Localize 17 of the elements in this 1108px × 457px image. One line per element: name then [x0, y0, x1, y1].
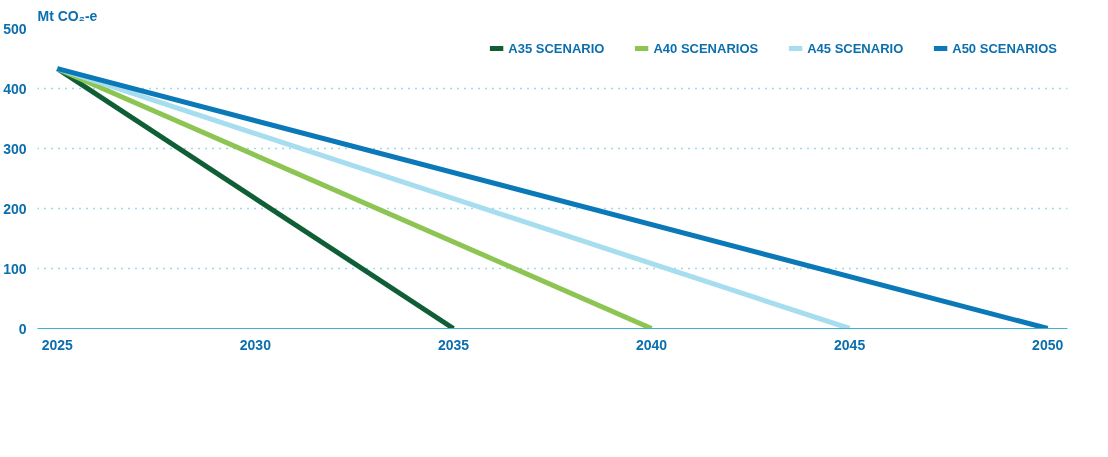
x-tick-label: 2025 — [41, 336, 74, 353]
x-tick-label: 2030 — [239, 336, 272, 353]
y-tick-label: 300 — [3, 140, 27, 157]
x-tick-label: 2050 — [1032, 336, 1064, 353]
legend-label: A40 SCENARIOS — [653, 40, 759, 56]
y-tick-label: 200 — [3, 200, 27, 217]
x-tick-label: 2040 — [635, 336, 668, 353]
legend-label: A35 SCENARIO — [508, 40, 605, 56]
y-tick-label: 400 — [3, 80, 27, 97]
y-axis-title: Mt CO₂-e — [37, 7, 98, 24]
x-tick-label: 2045 — [834, 336, 866, 353]
y-tick-label: 500 — [3, 20, 27, 37]
legend-label: A45 SCENARIO — [807, 40, 904, 56]
y-tick-label: 100 — [3, 260, 27, 277]
y-tick-label: 0 — [18, 320, 27, 337]
legend-label: A50 SCENARIOS — [952, 40, 1057, 56]
x-tick-label: 2035 — [437, 336, 470, 353]
